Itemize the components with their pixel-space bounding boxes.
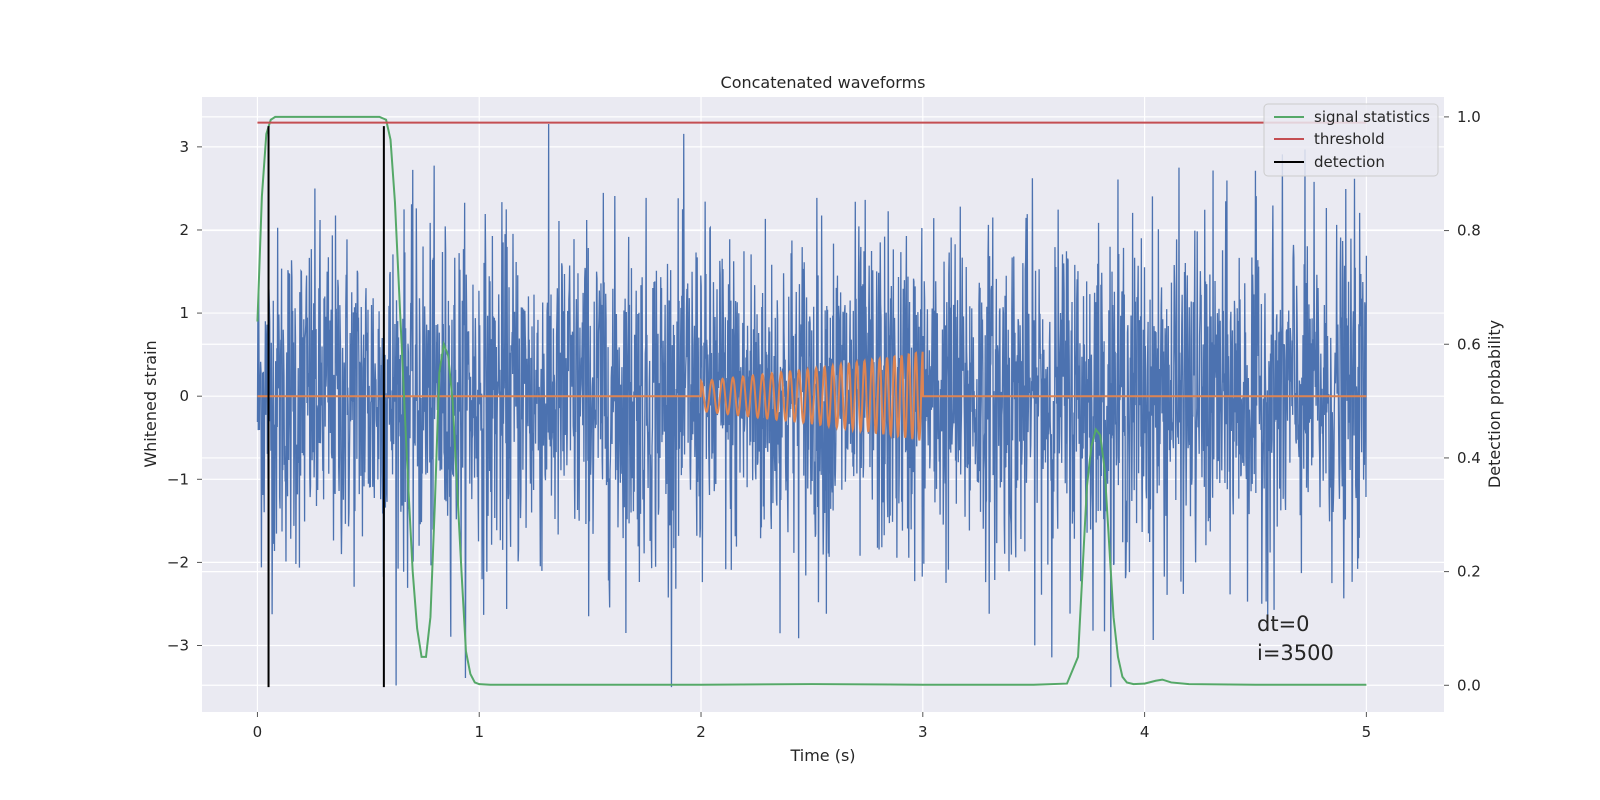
legend-label-detection: detection [1314, 153, 1385, 171]
signal-statistics-line [256, 115, 1367, 686]
y-tick-label-left: 3 [179, 138, 189, 156]
y-tick-label-right: 0.8 [1457, 222, 1481, 240]
x-axis-label: Time (s) [789, 746, 855, 765]
y-tick-label-left: −1 [167, 470, 189, 488]
legend-box [1263, 103, 1439, 177]
noise-trace [256, 123, 1368, 688]
y-tick-label-right: 0.6 [1457, 335, 1481, 353]
plot-layer [256, 115, 1368, 688]
annotation-dt: dt=0 [1257, 612, 1310, 636]
legend-label-threshold: threshold [1314, 130, 1385, 148]
y-tick-label-right: 0.4 [1457, 449, 1481, 467]
y-tick-label-left: 2 [179, 221, 189, 239]
x-tick-label: 0 [253, 723, 263, 741]
chart-title: Concatenated waveforms [721, 73, 926, 92]
legend: signal statistics threshold detection [1263, 103, 1439, 177]
x-tick-label: 5 [1362, 723, 1372, 741]
y-axis-label-right: Detection probability [1485, 320, 1504, 488]
x-tick-label: 4 [1140, 723, 1150, 741]
y-tick-label-right: 0.2 [1457, 563, 1481, 581]
y-tick-label-left: −2 [167, 553, 189, 571]
injection-waveform [257, 351, 1367, 441]
y-tick-label-right: 0.0 [1457, 676, 1481, 694]
ticks: 0 1 2 3 4 5 3 2 1 0 −1 −2 −3 1.0 0.8 0.6 0.4 0.2 0.0 [167, 108, 1481, 741]
y-tick-label-left: −3 [167, 637, 189, 655]
y-axis-label-left: Whitened strain [141, 340, 160, 467]
x-tick-label: 1 [474, 723, 484, 741]
legend-label-signal-statistics: signal statistics [1314, 108, 1430, 126]
annotation-i: i=3500 [1257, 641, 1334, 665]
y-tick-label-left: 0 [179, 387, 189, 405]
x-tick-label: 3 [918, 723, 928, 741]
x-tick-label: 2 [696, 723, 706, 741]
y-tick-label-left: 1 [179, 304, 189, 322]
y-tick-label-right: 1.0 [1457, 108, 1481, 126]
